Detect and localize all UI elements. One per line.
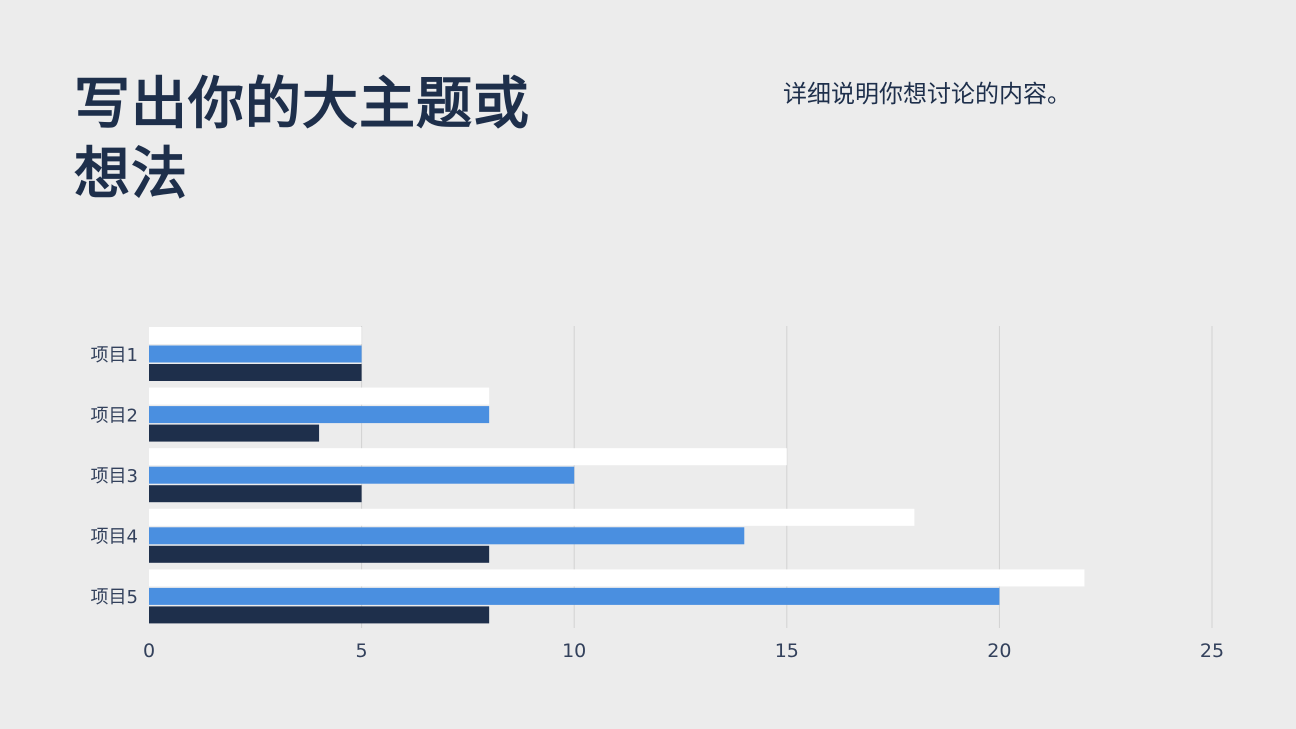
x-tick-label: 15 bbox=[775, 640, 799, 662]
category-label: 项目4 bbox=[91, 527, 138, 548]
bar-项目2-series-2 bbox=[149, 406, 490, 424]
chart-bars bbox=[149, 327, 1085, 624]
x-tick-label: 20 bbox=[987, 640, 1011, 662]
bar-项目2-series-1 bbox=[149, 387, 490, 405]
category-label: 项目3 bbox=[91, 466, 138, 487]
x-tick-label: 10 bbox=[562, 640, 586, 662]
bar-项目1-series-3 bbox=[149, 364, 362, 381]
bar-项目4-series-3 bbox=[149, 545, 490, 563]
category-label: 项目5 bbox=[91, 587, 138, 608]
bar-项目3-series-3 bbox=[149, 485, 362, 503]
bar-项目1-series-1 bbox=[149, 327, 362, 344]
chart-tick-labels: 0 5 10 15 20 25 bbox=[143, 640, 1224, 662]
x-tick-label: 0 bbox=[143, 640, 155, 662]
bar-项目3-series-1 bbox=[149, 448, 787, 466]
x-tick-label: 5 bbox=[356, 640, 368, 662]
bar-项目1-series-2 bbox=[149, 345, 362, 363]
category-label: 项目1 bbox=[91, 345, 138, 366]
bar-项目2-series-3 bbox=[149, 424, 320, 442]
bar-项目3-series-2 bbox=[149, 466, 575, 484]
category-label: 项目2 bbox=[91, 405, 138, 426]
chart-category-labels: 项目1 项目2 项目3 项目4 项目5 bbox=[91, 345, 138, 608]
bar-项目4-series-2 bbox=[149, 527, 745, 545]
bar-项目4-series-1 bbox=[149, 508, 915, 526]
bar-项目5-series-3 bbox=[149, 606, 490, 624]
slide-subtitle: 详细说明你想讨论的内容。 bbox=[783, 80, 1071, 108]
bar-项目5-series-1 bbox=[149, 569, 1085, 587]
x-tick-label: 25 bbox=[1200, 640, 1224, 662]
slide-title: 写出你的大主题或想法 bbox=[74, 72, 530, 207]
bar-项目5-series-2 bbox=[149, 587, 1000, 605]
